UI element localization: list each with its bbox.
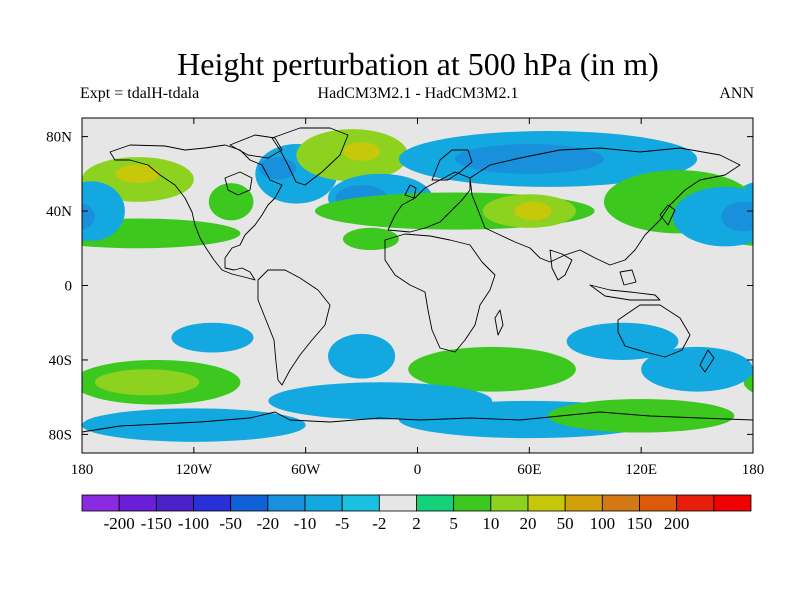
coastline-africa: [384, 233, 496, 353]
model-label: HadCM3M2.1 - HadCM3M2.1: [317, 85, 519, 102]
coastline-greenland: [271, 127, 349, 186]
coastline-hudson-bay: [224, 171, 253, 196]
colorbar-label: 150: [627, 514, 653, 533]
coastline-north-america: [109, 144, 283, 281]
colorbar-label: -5: [335, 514, 349, 533]
y-tick-label: 40S: [49, 353, 72, 369]
coastline-japan: [659, 204, 676, 226]
coastline-asia: [469, 147, 741, 266]
contour-region-25: [0, 323, 7, 360]
coastline-india: [549, 249, 573, 281]
contour-region-4: [259, 157, 297, 180]
colorbar-swatch: [230, 494, 269, 512]
y-tick-label: 80S: [49, 427, 72, 443]
x-tick-label: 60W: [291, 462, 321, 478]
y-tick-label: 40N: [46, 204, 72, 220]
coastline-indonesia: [589, 284, 661, 301]
colorbar-swatch: [601, 494, 640, 512]
contour-region-21: [171, 322, 254, 353]
y-tick-label: 0: [65, 279, 73, 295]
x-tick-label: 180: [71, 462, 94, 478]
coastline-australia: [617, 304, 691, 358]
contour-region-2: [208, 183, 254, 221]
contour-region-24: [95, 369, 200, 396]
colorbar-label: -100: [178, 514, 209, 533]
coastline-canadian-arctic: [229, 134, 283, 159]
y-tick-label: 80N: [46, 130, 72, 146]
colorbar-label: 5: [449, 514, 458, 533]
colorbar-swatch: [490, 494, 529, 512]
coastline-layer: [82, 127, 753, 433]
colorbar-label: -20: [256, 514, 279, 533]
x-tick-label: 180: [742, 462, 765, 478]
colorbar-swatch: [378, 494, 417, 512]
contour-region-22: [328, 333, 396, 379]
colorbar-label: -2: [372, 514, 386, 533]
coastline-borneo: [619, 269, 637, 286]
colorbar-swatch: [713, 494, 752, 512]
colorbar-swatch: [416, 494, 455, 512]
colorbar-swatch: [341, 494, 380, 512]
contour-region-26: [641, 346, 753, 392]
colorbar-label: 10: [482, 514, 499, 533]
colorbar-label: 2: [412, 514, 421, 533]
colorbar-swatch: [639, 494, 678, 512]
colorbar-swatch: [527, 494, 566, 512]
contour-region-31: [753, 408, 800, 442]
contour-fill-layer: [0, 129, 800, 442]
contour-region-1: [787, 165, 800, 184]
contour-region-17: [0, 170, 82, 233]
colorbar-label: -150: [141, 514, 172, 533]
contour-region-0: [753, 157, 800, 202]
contour-region-14: [514, 201, 552, 221]
colorbar-swatch: [676, 494, 715, 512]
colorbar-label: 20: [520, 514, 537, 533]
x-tick-label: 120W: [175, 462, 213, 478]
colorbar-swatch: [81, 494, 120, 512]
season-label: ANN: [719, 85, 754, 102]
contour-region-27: [408, 346, 576, 392]
colorbar-label: -200: [104, 514, 135, 533]
contour-region-15: [0, 131, 26, 187]
coastline-madagascar: [494, 309, 504, 336]
coastline-new-zealand: [699, 349, 715, 373]
x-tick-label: 120E: [625, 462, 657, 478]
contour-region-19: [82, 203, 96, 231]
contour-region-19: [721, 201, 753, 232]
coastline-british-isles: [404, 184, 417, 199]
colorbar: -200 -150 -100 -50 -20 -10 -5 -2 2 5 10 20 50 100 150 2…: [81, 494, 752, 533]
contour-region-16: [454, 144, 604, 174]
contour-region-30: [547, 399, 735, 433]
colorbar-label: 50: [557, 514, 574, 533]
colorbar-swatch: [304, 494, 343, 512]
contour-region-6: [342, 142, 381, 161]
map-area: [0, 117, 800, 454]
contour-region-31: [82, 408, 306, 442]
coastline-antarctica: [82, 411, 753, 433]
contour-region-20: [342, 227, 399, 251]
map-axes: 180 120W 60W 0 60E 120E 180 80N 40N 0 40S 80S: [46, 118, 764, 478]
colorbar-label: 100: [590, 514, 616, 533]
experiment-label: Expt = tdalH-tdala: [80, 85, 200, 102]
colorbar-swatch: [453, 494, 492, 512]
colorbar-swatch: [564, 494, 603, 512]
contour-region-24: [766, 369, 800, 395]
colorbar-swatch: [267, 494, 306, 512]
coastline-south-america: [257, 269, 331, 386]
colorbar-swatch: [155, 494, 194, 512]
colorbar-label: 200: [664, 514, 690, 533]
colorbar-label: -10: [294, 514, 317, 533]
contour-region-1: [115, 164, 161, 184]
x-tick-label: 0: [414, 462, 422, 478]
x-tick-label: 60E: [517, 462, 541, 478]
colorbar-swatch: [193, 494, 232, 512]
map-title: Height perturbation at 500 hPa (in m): [177, 46, 659, 82]
contour-region-9: [82, 218, 241, 249]
colorbar-swatch: [118, 494, 157, 512]
contour-region-18: [672, 186, 753, 247]
coastline-scandinavia: [431, 149, 473, 181]
colorbar-label: -50: [219, 514, 242, 533]
